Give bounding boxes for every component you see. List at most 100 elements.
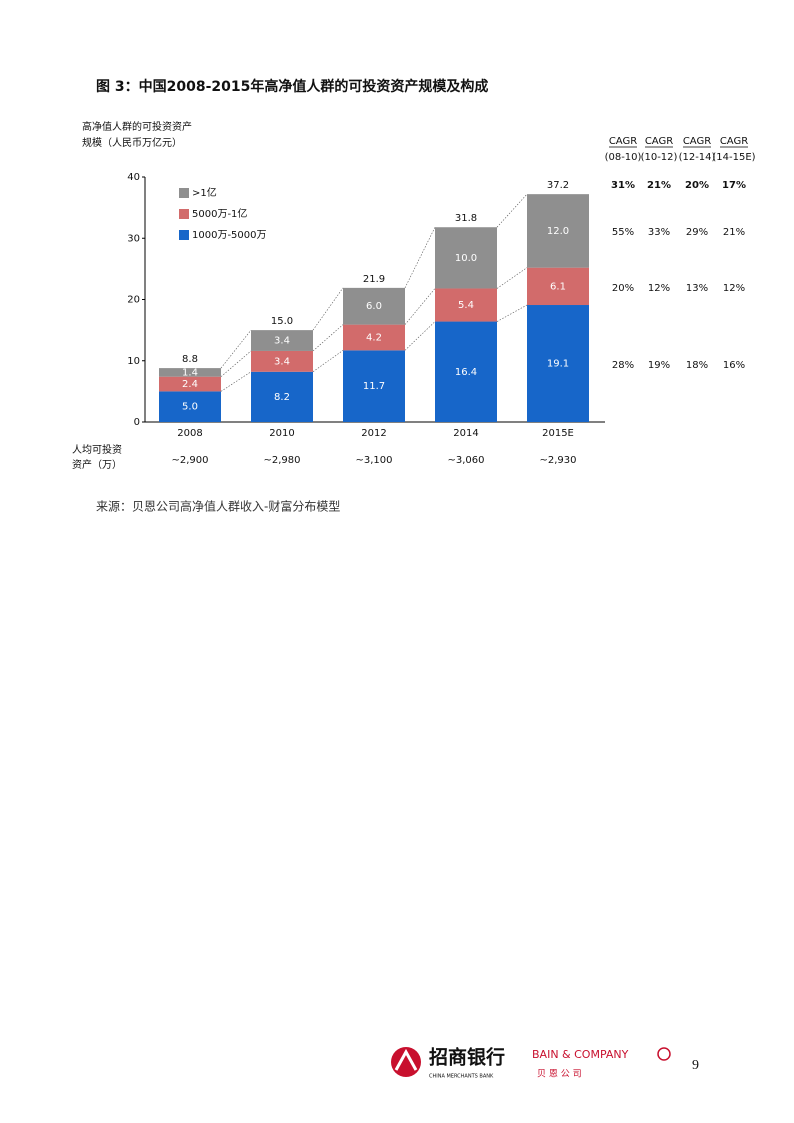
cagr-value: 18% <box>686 360 708 371</box>
value-label: 8.2 <box>274 392 290 403</box>
value-label: 16.4 <box>455 367 477 378</box>
bain-mark <box>657 1047 671 1061</box>
per-capita-value: ~3,100 <box>355 455 392 466</box>
legend-label: 5000万-1亿 <box>192 207 247 220</box>
bank-logo <box>391 1047 421 1077</box>
bain-logo: BAIN & COMPANY <box>532 1048 629 1061</box>
y-tick-label: 20 <box>127 295 140 306</box>
bar-segment <box>527 194 589 268</box>
bar-segment <box>343 324 405 351</box>
cagr-value: 55% <box>612 227 634 238</box>
x-tick-label: 2008 <box>177 428 202 439</box>
x-tick-label: 2010 <box>269 428 294 439</box>
footer: 招商银行 CHINA MERCHANTS BANK BAIN & COMPANY… <box>391 1046 699 1080</box>
legend-swatch <box>179 188 189 198</box>
bar-segment <box>435 321 497 422</box>
y-tick-label: 10 <box>127 356 140 367</box>
cagr-value: 17% <box>722 180 746 191</box>
connector <box>496 267 528 289</box>
per-capita-value: ~2,900 <box>171 455 208 466</box>
bar-segment <box>251 371 313 422</box>
total-label: 8.8 <box>182 354 198 365</box>
cagr-value: 20% <box>685 180 709 191</box>
legend-swatch <box>179 230 189 240</box>
cagr-value: 33% <box>648 227 670 238</box>
cagr-header: CAGR <box>609 136 637 147</box>
bar-segment <box>159 368 221 377</box>
bar-segment <box>159 391 221 422</box>
connector <box>496 304 528 322</box>
value-label: 19.1 <box>547 359 569 370</box>
connector <box>312 287 344 331</box>
page-number: 9 <box>692 1058 699 1073</box>
y-axis-label: 规模（人民币万亿元） <box>82 136 182 149</box>
bar-segment <box>251 350 313 372</box>
legend-label: >1亿 <box>192 186 217 199</box>
cagr-value: 19% <box>648 360 670 371</box>
bank-name: 招商银行 <box>429 1046 505 1069</box>
connector <box>404 321 436 351</box>
connector <box>496 193 528 228</box>
bar-segment <box>527 267 589 306</box>
cagr-value: 21% <box>647 180 671 191</box>
cagr-value: 29% <box>686 227 708 238</box>
cagr-value: 21% <box>723 227 745 238</box>
bar-segment <box>435 227 497 289</box>
bank-name-en: CHINA MERCHANTS BANK <box>429 1074 494 1080</box>
value-label: 5.4 <box>458 300 474 311</box>
cagr-value: 20% <box>612 283 634 294</box>
bank-logo-mark <box>394 1048 418 1071</box>
legend-swatch <box>179 209 189 219</box>
cagr-value: 16% <box>723 360 745 371</box>
value-label: 10.0 <box>455 253 477 264</box>
bar-segment <box>435 288 497 322</box>
value-label: 12.0 <box>547 226 569 237</box>
y-axis-label: 高净值人群的可投资资产 <box>82 120 192 133</box>
value-label: 6.1 <box>550 281 566 292</box>
cagr-period: (08-10) <box>605 152 642 163</box>
bain-cn: 贝 恩 公 司 <box>537 1069 582 1080</box>
cagr-value: 12% <box>648 283 670 294</box>
source: 来源：贝恩公司高净值人群收入-财富分布模型 <box>96 499 340 514</box>
x-tick-label: 2015E <box>542 428 574 439</box>
per-capita-value: ~3,060 <box>447 455 484 466</box>
per-capita-label: 人均可投资 <box>72 443 122 456</box>
figure-title: 图 3：中国2008-2015年高净值人群的可投资资产规模及构成 <box>96 78 488 95</box>
value-label: 3.4 <box>274 356 290 367</box>
per-capita-label: 资产（万） <box>72 458 122 471</box>
cagr-header: CAGR <box>720 136 748 147</box>
cagr-header: CAGR <box>645 136 673 147</box>
legend-label: 1000万-5000万 <box>192 230 267 241</box>
connector <box>404 288 436 325</box>
cagr-value: 31% <box>611 180 635 191</box>
total-label: 37.2 <box>547 180 569 191</box>
x-tick-label: 2012 <box>361 428 386 439</box>
cagr-period: (12-14) <box>679 152 716 163</box>
y-tick-label: 40 <box>127 172 140 183</box>
value-label: 6.0 <box>366 301 382 312</box>
value-label: 1.4 <box>182 367 198 378</box>
x-tick-label: 2014 <box>453 428 478 439</box>
bar-segment <box>527 305 589 422</box>
total-label: 15.0 <box>271 316 293 327</box>
connector <box>220 371 252 392</box>
cagr-header: CAGR <box>683 136 711 147</box>
per-capita-value: ~2,930 <box>539 455 576 466</box>
connector <box>312 324 344 352</box>
cagr-period: (10-12) <box>641 152 678 163</box>
connector <box>312 350 344 373</box>
total-label: 21.9 <box>363 274 385 285</box>
connector <box>220 329 252 369</box>
y-tick-label: 0 <box>134 417 140 428</box>
value-label: 2.4 <box>182 379 198 390</box>
cagr-value: 12% <box>723 283 745 294</box>
value-label: 5.0 <box>182 402 198 413</box>
bar-segment <box>343 350 405 422</box>
cagr-period: (14-15E) <box>712 152 755 163</box>
value-label: 11.7 <box>363 381 385 392</box>
connector <box>220 350 252 377</box>
cagr-value: 13% <box>686 283 708 294</box>
value-label: 4.2 <box>366 332 382 343</box>
value-label: 3.4 <box>274 336 290 347</box>
